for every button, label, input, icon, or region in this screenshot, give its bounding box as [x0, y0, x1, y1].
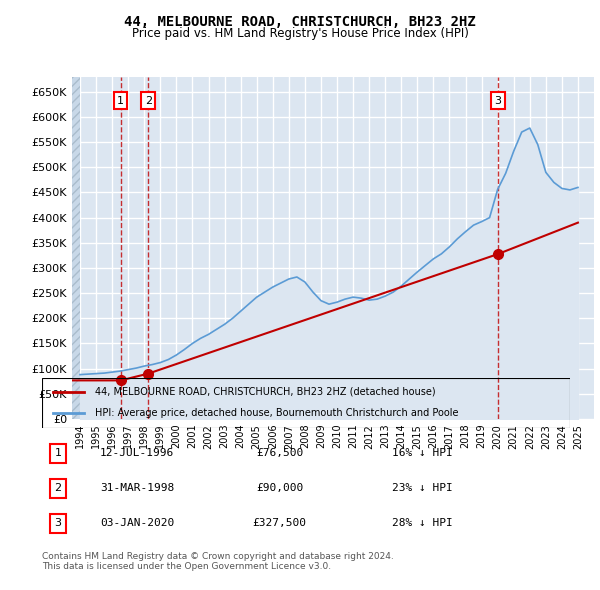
Text: HPI: Average price, detached house, Bournemouth Christchurch and Poole: HPI: Average price, detached house, Bour…: [95, 408, 458, 418]
Text: 3: 3: [494, 96, 501, 106]
Bar: [72, 77, 80, 419]
Text: 31-MAR-1998: 31-MAR-1998: [100, 483, 174, 493]
Text: 44, MELBOURNE ROAD, CHRISTCHURCH, BH23 2HZ: 44, MELBOURNE ROAD, CHRISTCHURCH, BH23 2…: [124, 15, 476, 29]
Text: 1: 1: [55, 448, 61, 458]
Text: 3: 3: [55, 518, 61, 528]
Text: 44, MELBOURNE ROAD, CHRISTCHURCH, BH23 2HZ (detached house): 44, MELBOURNE ROAD, CHRISTCHURCH, BH23 2…: [95, 386, 436, 396]
Text: £90,000: £90,000: [256, 483, 303, 493]
Text: 28% ↓ HPI: 28% ↓ HPI: [392, 518, 452, 528]
Text: 23% ↓ HPI: 23% ↓ HPI: [392, 483, 452, 493]
Text: 03-JAN-2020: 03-JAN-2020: [100, 518, 174, 528]
Text: £76,500: £76,500: [256, 448, 303, 458]
Text: 2: 2: [54, 483, 61, 493]
Text: Contains HM Land Registry data © Crown copyright and database right 2024.
This d: Contains HM Land Registry data © Crown c…: [42, 552, 394, 571]
Text: Price paid vs. HM Land Registry's House Price Index (HPI): Price paid vs. HM Land Registry's House …: [131, 27, 469, 40]
Text: £327,500: £327,500: [253, 518, 307, 528]
Text: 12-JUL-1996: 12-JUL-1996: [100, 448, 174, 458]
Text: 2: 2: [145, 96, 152, 106]
Text: 1: 1: [117, 96, 124, 106]
Text: 16% ↓ HPI: 16% ↓ HPI: [392, 448, 452, 458]
